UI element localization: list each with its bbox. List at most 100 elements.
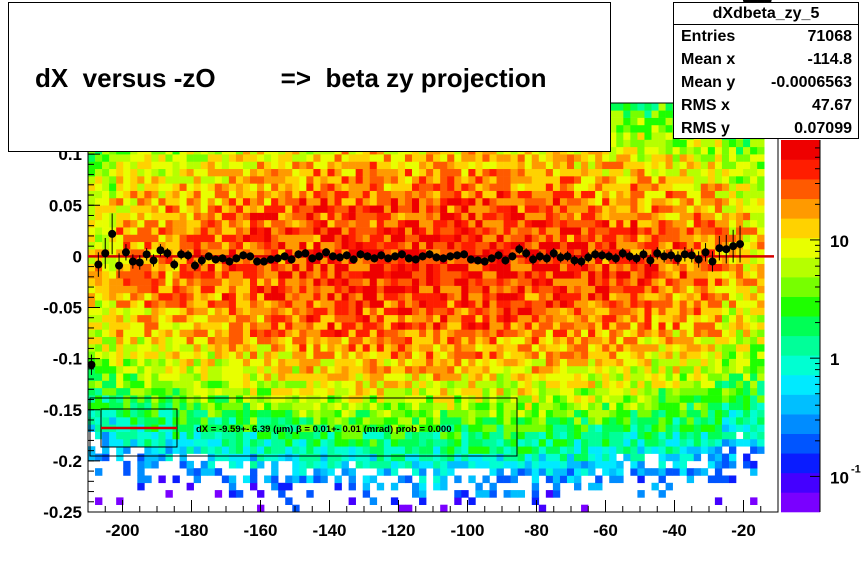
heatmap-cell bbox=[637, 183, 644, 191]
heatmap-cell bbox=[623, 140, 630, 148]
heatmap-cell bbox=[363, 161, 370, 169]
heatmap-cell bbox=[391, 344, 398, 352]
heatmap-cell bbox=[419, 198, 426, 206]
heatmap-cell bbox=[222, 366, 229, 374]
heatmap-cell bbox=[271, 315, 278, 323]
heatmap-cell bbox=[694, 315, 701, 323]
heatmap-cell bbox=[637, 373, 644, 381]
heatmap-cell bbox=[116, 417, 123, 425]
heatmap-cell bbox=[447, 388, 454, 396]
heatmap-cell bbox=[630, 344, 637, 352]
heatmap-cell bbox=[588, 227, 595, 235]
heatmap-cell bbox=[440, 344, 447, 352]
heatmap-cell bbox=[715, 271, 722, 279]
heatmap-cell bbox=[349, 483, 356, 491]
heatmap-cell bbox=[426, 373, 433, 381]
heatmap-cell bbox=[616, 169, 623, 177]
heatmap-cell bbox=[574, 169, 581, 177]
heatmap-cell bbox=[659, 322, 666, 330]
heatmap-cell bbox=[384, 410, 391, 418]
heatmap-cell bbox=[666, 264, 673, 272]
heatmap-cell bbox=[123, 322, 130, 330]
heatmap-cell bbox=[757, 395, 764, 403]
heatmap-cell bbox=[285, 322, 292, 330]
heatmap-cell bbox=[313, 322, 320, 330]
heatmap-cell bbox=[454, 344, 461, 352]
heatmap-cell bbox=[701, 366, 708, 374]
heatmap-cell bbox=[637, 417, 644, 425]
heatmap-cell bbox=[616, 417, 623, 425]
heatmap-cell bbox=[518, 337, 525, 345]
heatmap-cell bbox=[489, 359, 496, 367]
heatmap-cell bbox=[602, 227, 609, 235]
heatmap-cell bbox=[511, 329, 518, 337]
heatmap-cell bbox=[504, 322, 511, 330]
heatmap-cell bbox=[187, 337, 194, 345]
heatmap-cell bbox=[405, 198, 412, 206]
heatmap-cell bbox=[637, 220, 644, 228]
heatmap-cell bbox=[497, 432, 504, 440]
heatmap-cell bbox=[539, 300, 546, 308]
heatmap-cell bbox=[701, 395, 708, 403]
heatmap-cell bbox=[609, 161, 616, 169]
heatmap-cell bbox=[426, 220, 433, 228]
heatmap-cell bbox=[567, 322, 574, 330]
heatmap-cell bbox=[440, 329, 447, 337]
heatmap-cell bbox=[412, 227, 419, 235]
heatmap-cell bbox=[489, 205, 496, 213]
heatmap-cell bbox=[708, 169, 715, 177]
heatmap-cell bbox=[489, 198, 496, 206]
heatmap-cell bbox=[504, 381, 511, 389]
heatmap-cell bbox=[694, 366, 701, 374]
heatmap-cell bbox=[299, 278, 306, 286]
heatmap-cell bbox=[708, 395, 715, 403]
heatmap-cell bbox=[250, 191, 257, 199]
heatmap-cell bbox=[391, 191, 398, 199]
heatmap-cell bbox=[109, 220, 116, 228]
heatmap-cell bbox=[426, 337, 433, 345]
heatmap-cell bbox=[327, 183, 334, 191]
heatmap-cell bbox=[201, 381, 208, 389]
x-tick-label: -200 bbox=[105, 521, 139, 540]
heatmap-cell bbox=[208, 169, 215, 177]
heatmap-cell bbox=[708, 198, 715, 206]
heatmap-cell bbox=[88, 198, 95, 206]
heatmap-cell bbox=[88, 417, 95, 425]
heatmap-cell bbox=[158, 373, 165, 381]
heatmap-cell bbox=[109, 337, 116, 345]
heatmap-cell bbox=[532, 402, 539, 410]
heatmap-cell bbox=[489, 402, 496, 410]
heatmap-cell bbox=[630, 118, 637, 126]
heatmap-cell bbox=[158, 395, 165, 403]
heatmap-cell bbox=[257, 322, 264, 330]
heatmap-cell bbox=[511, 264, 518, 272]
heatmap-cell bbox=[447, 278, 454, 286]
heatmap-cell bbox=[363, 264, 370, 272]
heatmap-cell bbox=[630, 183, 637, 191]
heatmap-cell bbox=[271, 183, 278, 191]
heatmap-cell bbox=[701, 205, 708, 213]
heatmap-cell bbox=[461, 388, 468, 396]
heatmap-cell bbox=[701, 337, 708, 345]
heatmap-cell bbox=[581, 388, 588, 396]
heatmap-cell bbox=[595, 220, 602, 228]
heatmap-cell bbox=[250, 271, 257, 279]
heatmap-cell bbox=[511, 161, 518, 169]
heatmap-cell bbox=[342, 286, 349, 294]
heatmap-cell bbox=[637, 308, 644, 316]
heatmap-cell bbox=[158, 161, 165, 169]
heatmap-cell bbox=[581, 161, 588, 169]
heatmap-cell bbox=[137, 242, 144, 250]
heatmap-cell bbox=[673, 176, 680, 184]
heatmap-cell bbox=[370, 308, 377, 316]
heatmap-cell bbox=[123, 308, 130, 316]
heatmap-cell bbox=[165, 220, 172, 228]
heatmap-cell bbox=[546, 366, 553, 374]
heatmap-cell bbox=[335, 234, 342, 242]
heatmap-cell bbox=[468, 242, 475, 250]
x-tick-label: -80 bbox=[524, 521, 549, 540]
heatmap-cell bbox=[95, 234, 102, 242]
heatmap-cell bbox=[222, 198, 229, 206]
heatmap-cell bbox=[504, 424, 511, 432]
heatmap-cell bbox=[475, 264, 482, 272]
